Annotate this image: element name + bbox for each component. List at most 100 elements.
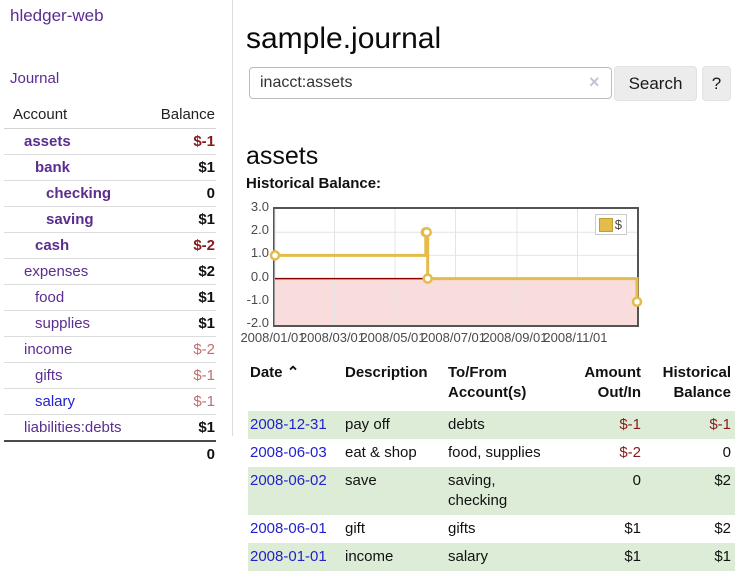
- account-row-saving: saving $1: [4, 207, 216, 233]
- account-link[interactable]: income: [24, 341, 73, 358]
- account-row-checking: checking 0: [4, 181, 216, 207]
- transaction-date-link[interactable]: 2008-06-01: [250, 520, 327, 537]
- account-link[interactable]: saving: [46, 211, 94, 228]
- transaction-row: 2008-06-02 save saving, checking 0 $2: [248, 467, 735, 515]
- sort-ascending-icon: ⌃: [286, 364, 300, 381]
- account-balance-table: Account Balance assets $-1 bank $1 checking 0…: [4, 102, 216, 467]
- historical-balance-header: Historical Balance: [662, 364, 731, 401]
- account-link[interactable]: salary: [35, 393, 76, 410]
- transaction-date-link[interactable]: 2008-06-02: [250, 472, 327, 489]
- y-axis-tick-label: 0.0: [250, 268, 269, 284]
- account-balance: $1: [198, 211, 215, 228]
- description-header: Description: [345, 364, 428, 381]
- transaction-description: gift: [345, 520, 366, 537]
- x-axis-tick-label: 2008/07/01: [420, 330, 487, 345]
- search-input[interactable]: [249, 67, 612, 99]
- transactions-header-row: Date ⌃ Description To/From Account(s) Am…: [248, 361, 735, 411]
- y-axis-tick-label: -1.0: [246, 291, 269, 307]
- account-link[interactable]: cash: [35, 237, 70, 254]
- account-total-row: 0: [4, 442, 216, 467]
- transaction-historical-balance: $2: [714, 472, 731, 489]
- account-link[interactable]: checking: [46, 185, 112, 202]
- account-row-supplies: supplies $1: [4, 311, 216, 337]
- historical-balance-chart: 3.0 2.0 1.0 0.0 -1.0 -2.0 $ 2008/01/01 2008/03…: [240, 199, 742, 347]
- account-link[interactable]: food: [35, 289, 65, 306]
- transaction-row: 2008-06-01 gift gifts $1 $2: [248, 515, 735, 543]
- x-axis-tick-label: 2008/01/01: [240, 330, 306, 345]
- legend-series-label: $: [614, 217, 622, 232]
- y-axis-tick-label: -2.0: [246, 315, 269, 330]
- date-sort-header[interactable]: Date ⌃: [248, 361, 343, 411]
- transaction-description: save: [345, 472, 377, 489]
- chart-plot-area[interactable]: $: [269, 207, 643, 327]
- account-row-food: food $1: [4, 285, 216, 311]
- transaction-accounts: gifts: [448, 520, 476, 537]
- account-row-liabilities-debts: liabilities:debts $1: [4, 415, 216, 442]
- transaction-date-link[interactable]: 2008-06-03: [250, 444, 327, 461]
- account-balance: $-1: [193, 133, 215, 150]
- chart-title: Historical Balance:: [246, 175, 382, 192]
- account-link[interactable]: gifts: [35, 367, 63, 384]
- series-color-swatch: [598, 217, 613, 232]
- transaction-description: income: [345, 548, 394, 565]
- transaction-accounts: salary: [448, 548, 489, 565]
- y-axis-tick-label: 3.0: [250, 199, 269, 214]
- account-row-assets: assets $-1: [4, 129, 216, 155]
- help-button[interactable]: ?: [702, 66, 731, 101]
- chart-legend: $: [594, 214, 627, 235]
- account-balance: $-1: [193, 367, 215, 384]
- account-link[interactable]: expenses: [24, 263, 89, 280]
- transaction-row: 2008-06-03 eat & shop food, supplies $-2 0: [248, 439, 735, 467]
- account-row-gifts: gifts $-1: [4, 363, 216, 389]
- sidebar-item-journal[interactable]: Journal: [10, 70, 60, 87]
- date-header-label: Date: [250, 364, 283, 381]
- y-axis-tick-label: 2.0: [250, 222, 269, 238]
- transaction-amount: $1: [624, 548, 641, 565]
- account-balance: $1: [198, 419, 215, 436]
- x-axis-tick-label: 2008/03/01: [299, 330, 366, 345]
- account-row-bank: bank $1: [4, 155, 216, 181]
- account-balance: 0: [206, 185, 215, 202]
- transaction-accounts: saving, checking: [448, 472, 508, 509]
- account-row-cash: cash $-2: [4, 233, 216, 259]
- search-button[interactable]: Search: [614, 66, 697, 101]
- current-account-heading: assets: [246, 141, 319, 170]
- transaction-date-link[interactable]: 2008-12-31: [250, 416, 327, 433]
- balance-step-line: [269, 209, 643, 325]
- account-balance: $1: [198, 289, 215, 306]
- transaction-historical-balance: $1: [714, 548, 731, 565]
- account-balance: $-2: [193, 237, 215, 254]
- accounts-header: To/From Account(s): [448, 364, 527, 401]
- account-balance: $2: [198, 263, 215, 280]
- x-axis-tick-label: 2008/09/01: [482, 330, 548, 345]
- account-link[interactable]: supplies: [35, 315, 91, 332]
- account-rows: assets $-1 bank $1 checking 0 saving $1 cash $-2 e…: [4, 129, 216, 442]
- account-link[interactable]: bank: [35, 159, 71, 176]
- transaction-description: pay off: [345, 416, 390, 433]
- transaction-amount: $-2: [619, 444, 641, 461]
- transaction-row: 2008-01-01 income salary $1 $1: [248, 543, 735, 571]
- x-axis-tick-label: 2008/05/01: [360, 330, 426, 345]
- x-axis-tick-label: 2008/11/01: [543, 330, 608, 345]
- transaction-accounts: debts: [448, 416, 485, 433]
- account-balance: $1: [198, 159, 215, 176]
- account-link[interactable]: assets: [24, 133, 71, 150]
- account-balance: $-2: [193, 341, 215, 358]
- account-link[interactable]: liabilities:debts: [24, 419, 122, 436]
- account-row-income: income $-2: [4, 337, 216, 363]
- transaction-historical-balance: 0: [722, 444, 731, 461]
- transactions-table: Date ⌃ Description To/From Account(s) Am…: [248, 361, 735, 571]
- balance-column-header: Balance: [160, 106, 215, 123]
- total-balance: 0: [206, 446, 215, 463]
- transaction-amount: 0: [632, 472, 641, 489]
- sidebar: hledger-web Journal Account Balance asse…: [0, 0, 233, 463]
- clear-search-icon[interactable]: ×: [589, 72, 600, 92]
- app-title-link[interactable]: hledger-web: [10, 6, 104, 25]
- account-row-salary: salary $-1: [4, 389, 216, 415]
- transaction-historical-balance: $-1: [709, 416, 731, 433]
- transaction-accounts: food, supplies: [448, 444, 541, 461]
- account-table-header: Account Balance: [4, 102, 216, 129]
- transaction-date-link[interactable]: 2008-01-01: [250, 548, 327, 565]
- amount-header: Amount Out/In: [584, 364, 641, 401]
- account-balance: $-1: [193, 393, 215, 410]
